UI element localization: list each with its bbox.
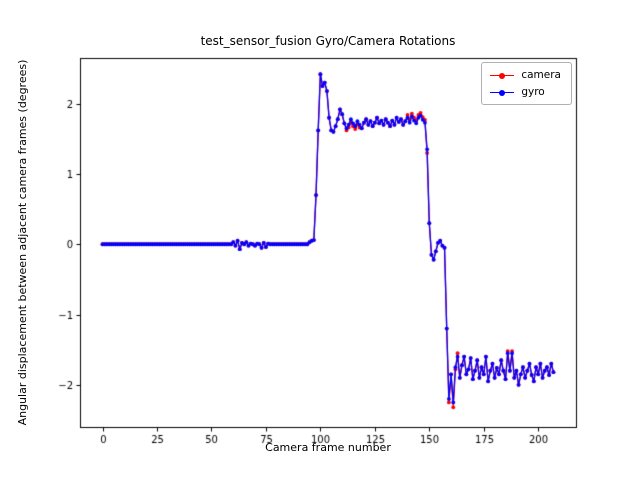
chart-title: test_sensor_fusion Gyro/Camera Rotations bbox=[200, 34, 456, 48]
gyro-line-marker-icon bbox=[490, 91, 515, 93]
y-axis-label: Angular displacement between adjacent ca… bbox=[16, 59, 29, 426]
legend-label-gyro: gyro bbox=[521, 86, 545, 98]
legend: camera gyro bbox=[481, 62, 572, 105]
legend-item-camera: camera bbox=[490, 69, 561, 81]
legend-label-camera: camera bbox=[521, 69, 561, 81]
camera-line-marker-icon bbox=[490, 74, 515, 76]
x-axis-label: Camera frame number bbox=[265, 441, 391, 454]
legend-item-gyro: gyro bbox=[490, 86, 561, 98]
